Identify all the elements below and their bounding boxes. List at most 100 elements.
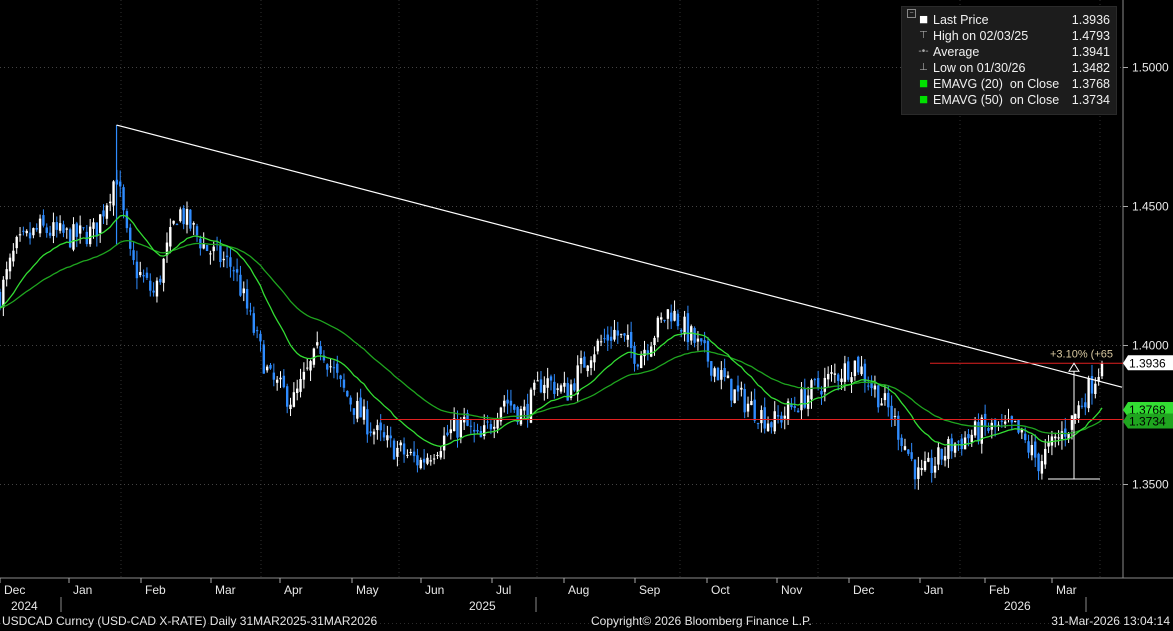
x-month-label: Apr (284, 583, 303, 597)
candle-body (336, 363, 339, 373)
candle-body (683, 316, 686, 335)
legend-collapse-icon[interactable]: − (907, 9, 916, 18)
candle-body (82, 227, 85, 229)
candle-body (22, 230, 25, 232)
candle-body (379, 422, 382, 431)
candle-body (713, 368, 716, 377)
candle-body (573, 383, 576, 391)
candle-body (930, 457, 933, 473)
candle-body (12, 250, 15, 262)
candle-body (823, 377, 827, 392)
legend-value: 1.3941 (1071, 45, 1110, 59)
candle-body (165, 242, 169, 256)
candle-body (773, 411, 776, 432)
x-axis: Dec Jan Feb Mar Apr May Jun Jul Aug Sep Oct Nov Dec J… (0, 578, 1087, 613)
candle-body (52, 222, 55, 237)
candle-body (449, 429, 453, 434)
candle-body (219, 245, 222, 263)
candle-body (369, 431, 372, 433)
x-month-label: Sep (639, 583, 661, 597)
candle-body (1037, 453, 1040, 472)
price-label-box (1123, 355, 1173, 371)
candle-body (606, 334, 609, 341)
candle-body (72, 224, 75, 250)
candle-body (1054, 436, 1057, 439)
candle-body (1090, 376, 1094, 394)
candle-body (306, 367, 309, 369)
candle-body (1060, 431, 1064, 440)
legend-row[interactable]: -•- Average 1.3941 (902, 44, 1116, 60)
x-month-label: Jan (924, 583, 943, 597)
legend-row[interactable]: ■ EMAVG (50) on Close 1.3734 (902, 92, 1116, 108)
candle-body (700, 338, 703, 342)
candle-body (1064, 428, 1067, 437)
candle-body (92, 222, 95, 229)
legend-row[interactable]: ⊥ Low on 01/30/26 1.3482 (902, 60, 1116, 76)
candle-body (362, 406, 366, 420)
x-month-label: Dec (853, 583, 874, 597)
candle-body (25, 230, 28, 234)
price-label-box (1123, 413, 1173, 429)
candle-body (1074, 413, 1077, 420)
candle-body (980, 417, 983, 444)
candle-body (569, 384, 573, 398)
candle-body (636, 364, 640, 367)
candle-body (1027, 441, 1030, 453)
candle-body (229, 257, 232, 267)
candle-body (663, 319, 666, 321)
candle-body (15, 236, 18, 249)
candle-body (1077, 405, 1080, 419)
legend-row[interactable]: ■ EMAVG (20) on Close 1.3768 (902, 76, 1116, 92)
candle-body (312, 348, 316, 365)
candle-body (372, 431, 376, 435)
candle-body (816, 378, 820, 388)
candle-body (983, 413, 987, 427)
candle-body (392, 440, 396, 460)
candle-body (409, 452, 412, 454)
candle-body (496, 419, 499, 429)
candle-body (940, 448, 943, 460)
x-year-label: 2024 (11, 599, 38, 613)
candle-body (987, 428, 990, 431)
footer-timestamp: 31-Mar-2026 13:04:14 (1051, 614, 1170, 628)
y-tick-label: 1.3500 (1132, 478, 1169, 492)
candle-body (716, 367, 720, 381)
candle-body (917, 467, 920, 479)
candle-body (302, 371, 306, 380)
candle-body (1067, 433, 1070, 440)
candle-body (119, 181, 122, 187)
candle-body (643, 349, 646, 357)
candle-body (102, 210, 105, 217)
candle-body (1087, 377, 1090, 409)
candle-body (299, 379, 302, 392)
candle-body (499, 407, 503, 422)
candle-body (1000, 420, 1004, 422)
candle-body (493, 426, 496, 429)
candle-body (670, 312, 673, 322)
legend-row[interactable]: ⊤ High on 02/03/25 1.4793 (902, 28, 1116, 44)
candle-body (603, 338, 606, 340)
candle-body (152, 290, 155, 293)
candle-body (609, 336, 613, 341)
candle-body (352, 408, 356, 415)
trend-line (116, 124, 1123, 388)
candle-body (583, 356, 586, 368)
candle-body (329, 366, 332, 368)
candle-body (830, 372, 833, 374)
candle-body (810, 380, 813, 400)
candle-body (653, 337, 656, 346)
legend-label: Last Price (933, 13, 989, 27)
candlestick-series (0, 125, 1104, 490)
candle-body (970, 434, 973, 443)
candle-body (376, 425, 379, 431)
candle-body (836, 374, 840, 381)
candle-body (867, 385, 870, 387)
candle-body (840, 378, 843, 383)
candle-body (953, 443, 957, 453)
legend-row[interactable]: ■ Last Price 1.3936 (902, 12, 1116, 28)
white-square-icon: ■ (918, 11, 929, 28)
candle-body (309, 361, 312, 371)
candle-body (58, 223, 62, 231)
x-month-label: Mar (1056, 583, 1077, 597)
candle-body (703, 340, 706, 344)
